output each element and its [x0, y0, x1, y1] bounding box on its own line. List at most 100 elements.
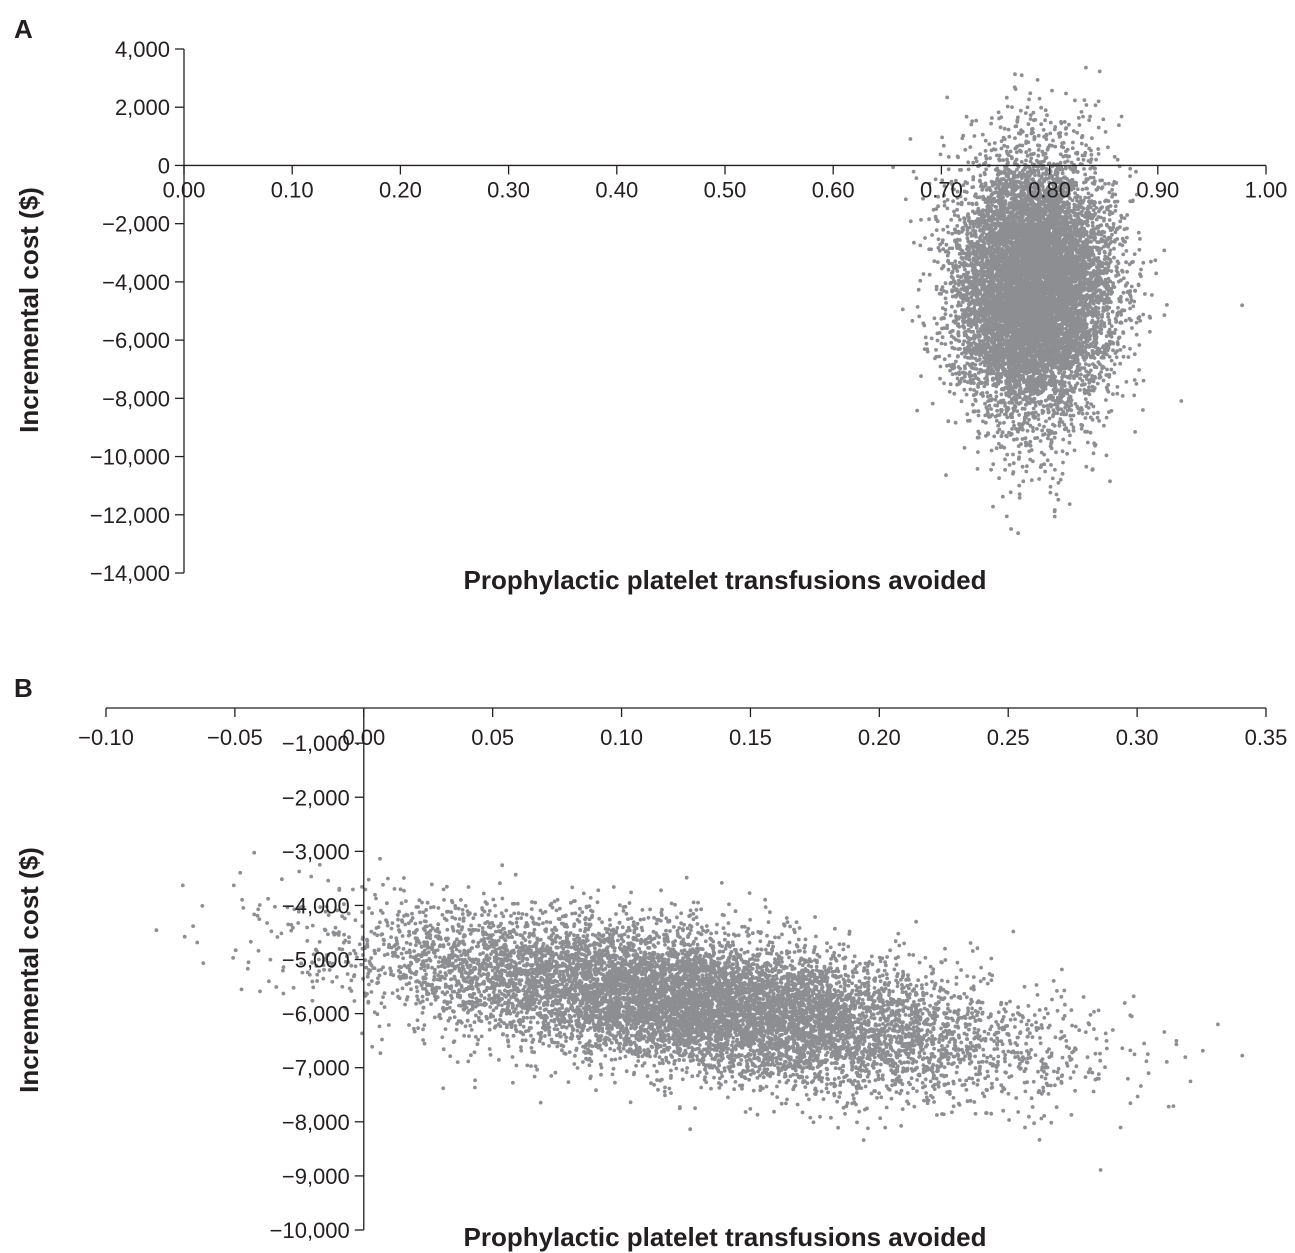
data-point — [1026, 122, 1031, 126]
data-point — [1042, 462, 1047, 467]
data-point — [964, 392, 969, 397]
data-point — [1012, 85, 1017, 90]
data-point — [986, 338, 991, 343]
data-point — [952, 284, 956, 289]
data-point — [1071, 140, 1075, 145]
data-point — [998, 421, 1002, 426]
data-point — [944, 301, 948, 305]
data-point — [1079, 422, 1084, 427]
data-point — [1133, 430, 1137, 434]
data-point — [1083, 397, 1088, 401]
data-point — [998, 445, 1003, 450]
data-point — [1068, 413, 1073, 418]
data-point — [1028, 159, 1033, 164]
data-point — [1032, 135, 1037, 140]
data-point — [1069, 160, 1074, 165]
data-point — [978, 152, 982, 157]
data-point — [976, 409, 981, 414]
data-point — [1115, 157, 1120, 162]
data-point — [1128, 294, 1133, 299]
data-point — [1097, 200, 1102, 205]
data-point — [1048, 120, 1053, 125]
data-point — [1116, 305, 1120, 310]
data-point — [1117, 335, 1122, 340]
data-point — [1089, 402, 1093, 406]
data-point — [1127, 316, 1132, 321]
data-point — [1044, 137, 1049, 142]
data-point — [1023, 111, 1028, 115]
data-point — [1165, 303, 1169, 307]
data-point — [1134, 382, 1139, 386]
data-point — [1028, 113, 1033, 117]
data-point — [1114, 181, 1119, 185]
data-point — [1096, 410, 1100, 415]
data-point — [945, 198, 950, 202]
data-point — [997, 441, 1001, 446]
data-point — [992, 141, 997, 145]
data-point — [1030, 130, 1034, 135]
data-point — [943, 312, 948, 316]
data-point — [1094, 217, 1099, 222]
data-point — [1134, 169, 1138, 174]
data-point — [1096, 306, 1101, 311]
data-point — [1137, 368, 1141, 372]
data-point — [942, 203, 947, 208]
data-point — [946, 155, 951, 159]
data-point — [1024, 133, 1029, 138]
data-point — [1050, 88, 1054, 93]
data-point — [1132, 352, 1137, 357]
data-point — [1121, 290, 1126, 295]
data-point — [1045, 458, 1050, 463]
data-point — [934, 228, 939, 233]
data-point — [1096, 360, 1101, 365]
data-point — [1002, 143, 1007, 148]
data-point — [939, 341, 944, 346]
data-point — [994, 446, 999, 451]
data-point — [1037, 477, 1042, 481]
data-point — [914, 176, 919, 181]
data-point — [1054, 492, 1059, 497]
data-point — [1041, 127, 1046, 132]
data-point — [1162, 313, 1167, 317]
data-point — [1114, 355, 1119, 360]
data-point — [1004, 95, 1009, 100]
data-point — [1110, 232, 1114, 237]
data-point — [1128, 300, 1132, 305]
data-point — [1141, 378, 1146, 383]
data-point — [962, 446, 967, 450]
data-point — [1128, 174, 1132, 179]
data-point — [918, 278, 923, 283]
data-point — [950, 231, 955, 236]
data-point — [953, 259, 958, 264]
data-point — [932, 316, 937, 321]
data-point — [946, 267, 951, 272]
data-point — [1053, 467, 1057, 472]
data-point — [994, 418, 999, 423]
data-point — [955, 154, 960, 159]
data-point — [1009, 196, 1014, 201]
data-point — [1106, 268, 1110, 273]
data-point — [946, 167, 951, 172]
data-point — [943, 342, 948, 346]
data-point — [946, 230, 951, 235]
data-point — [955, 224, 960, 228]
data-point — [1075, 170, 1080, 174]
data-point — [1005, 452, 1010, 457]
data-point — [1064, 132, 1068, 136]
data-point — [1095, 415, 1100, 420]
data-point — [1111, 222, 1116, 226]
data-point — [910, 319, 915, 323]
data-point — [908, 219, 913, 224]
data-point — [1108, 479, 1112, 484]
data-point — [1025, 105, 1030, 110]
data-point — [980, 188, 985, 192]
data-point — [957, 339, 962, 343]
data-point — [1087, 146, 1092, 151]
data-point — [1041, 404, 1046, 408]
data-point — [995, 403, 1000, 408]
data-point — [1085, 440, 1090, 445]
data-point — [935, 338, 940, 343]
data-point — [991, 504, 995, 509]
data-point — [1060, 471, 1065, 476]
data-point — [961, 370, 966, 375]
